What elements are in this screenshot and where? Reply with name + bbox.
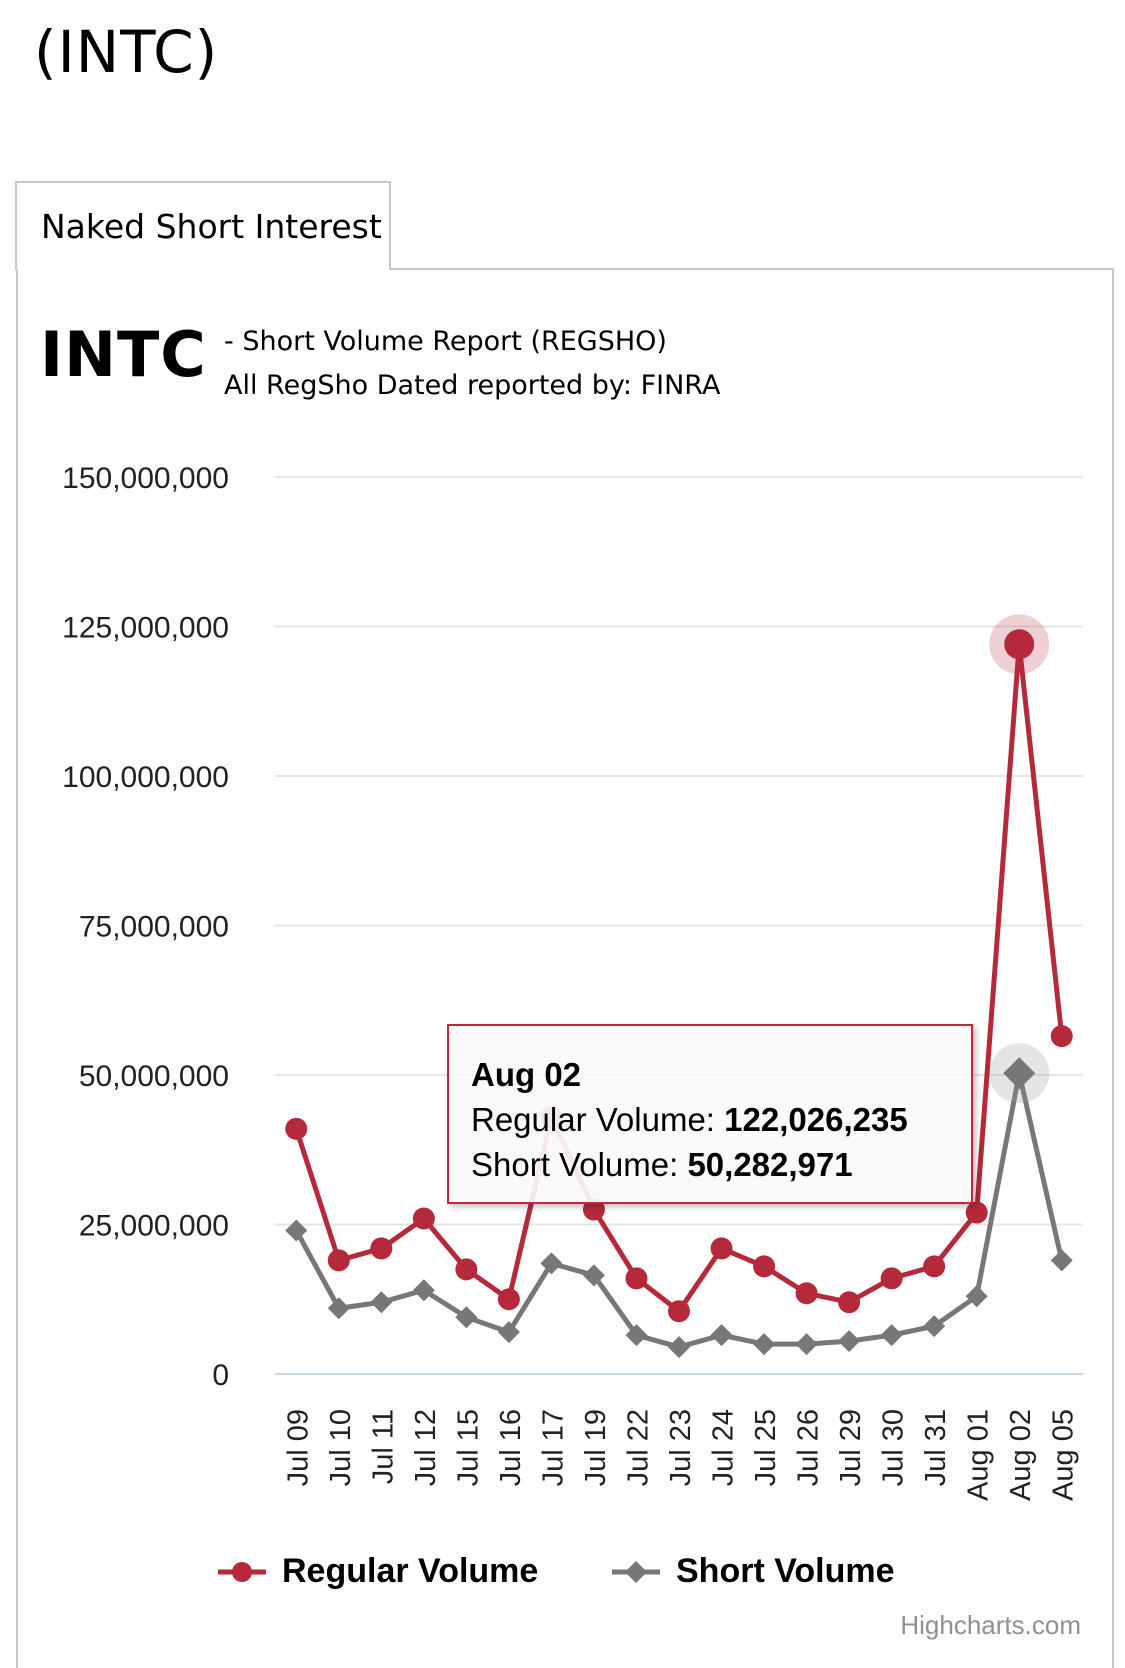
point-regular-volume [795, 1282, 818, 1305]
tab-label: Naked Short Interest [41, 207, 382, 246]
point-short-volume [370, 1291, 393, 1314]
point-short-volume [668, 1336, 690, 1359]
y-tick-label: 125,000,000 [62, 612, 229, 645]
point-regular-volume [327, 1249, 350, 1272]
x-tick-label: Aug 02 [1005, 1409, 1037, 1501]
point-short-volume [625, 1324, 648, 1347]
y-tick-label: 75,000,000 [79, 911, 229, 944]
point-short-volume [327, 1297, 350, 1320]
tooltip-regular-label: Regular Volume: [471, 1101, 715, 1138]
tooltip-date: Aug 02 [471, 1056, 582, 1093]
legend-short-marker-icon [612, 1560, 660, 1583]
page-title: (INTC) [34, 18, 219, 86]
point-short-volume [540, 1252, 563, 1275]
point-short-volume [710, 1324, 733, 1347]
ticker-symbol: INTC [40, 318, 207, 391]
point-short-volume [923, 1315, 946, 1338]
x-tick-label: Jul 09 [282, 1409, 314, 1486]
report-source: All RegSho Dated reported by: FINRA [224, 370, 721, 401]
chart-panel [16, 268, 1114, 1668]
point-short-volume [582, 1264, 605, 1287]
point-short-volume [880, 1324, 903, 1347]
tab-naked-short-interest[interactable]: Naked Short Interest [15, 181, 391, 270]
point-regular-volume [710, 1237, 733, 1260]
point-regular-volume [838, 1291, 861, 1314]
x-tick-label: Aug 01 [963, 1409, 995, 1501]
point-regular-volume [412, 1207, 435, 1230]
point-short-volume [965, 1285, 988, 1308]
chart-tooltip: Aug 02 Regular Volume: 122,026,235 Short… [447, 1024, 973, 1204]
point-short-volume [838, 1330, 861, 1353]
point-regular-volume [753, 1255, 776, 1278]
point-short-volume [412, 1279, 435, 1302]
point-short-volume [1050, 1249, 1073, 1272]
x-tick-label: Aug 05 [1048, 1409, 1080, 1501]
x-tick-label: Jul 15 [452, 1409, 484, 1486]
y-tick-label: 0 [212, 1359, 229, 1392]
y-tick-label: 50,000,000 [79, 1060, 229, 1093]
point-short-volume [1003, 1057, 1036, 1090]
point-regular-volume [668, 1300, 690, 1323]
point-regular-volume [625, 1267, 648, 1290]
tooltip-regular-row: Regular Volume: 122,026,235 [471, 1097, 949, 1142]
point-short-volume [795, 1333, 818, 1356]
point-short-volume [753, 1333, 776, 1356]
point-regular-volume [965, 1201, 988, 1224]
x-tick-label: Jul 17 [537, 1409, 569, 1486]
x-tick-label: Jul 12 [410, 1409, 442, 1486]
x-tick-label: Jul 19 [580, 1409, 612, 1486]
legend-item-regular-volume[interactable]: Regular Volume [216, 1552, 538, 1591]
y-tick-label: 100,000,000 [62, 761, 229, 794]
point-short-volume [455, 1306, 478, 1329]
point-regular-volume [923, 1255, 946, 1278]
x-tick-label: Jul 22 [622, 1409, 654, 1486]
point-regular-volume [1004, 629, 1035, 660]
point-regular-volume [455, 1258, 478, 1281]
x-tick-label: Jul 26 [793, 1409, 825, 1486]
point-regular-volume [285, 1117, 308, 1140]
legend-label-regular: Regular Volume [282, 1552, 539, 1590]
x-tick-label: Jul 29 [835, 1409, 867, 1486]
series-line-regular-volume [293, 641, 1065, 1314]
point-regular-volume [497, 1288, 520, 1311]
tooltip-short-label: Short Volume: [471, 1146, 679, 1183]
y-tick-label: 25,000,000 [79, 1210, 229, 1243]
y-tick-label: 150,000,000 [62, 462, 229, 495]
x-tick-label: Jul 24 [708, 1409, 740, 1486]
tooltip-short-value: 50,282,971 [687, 1146, 853, 1183]
point-short-volume [497, 1321, 520, 1344]
tooltip-short-row: Short Volume: 50,282,971 [471, 1142, 949, 1187]
point-regular-volume [582, 1198, 605, 1221]
x-tick-label: Jul 25 [750, 1409, 782, 1486]
legend-regular-marker-icon [218, 1561, 266, 1582]
point-regular-volume [370, 1237, 393, 1260]
point-short-volume [285, 1219, 308, 1242]
legend-label-short: Short Volume [676, 1552, 895, 1590]
x-tick-label: Jul 30 [878, 1409, 910, 1486]
point-regular-volume [880, 1267, 903, 1290]
legend-item-short-volume[interactable]: Short Volume [610, 1552, 895, 1591]
x-tick-label: Jul 23 [665, 1409, 697, 1486]
credits-link[interactable]: Highcharts.com [900, 1610, 1081, 1640]
x-tick-label: Jul 16 [495, 1409, 527, 1486]
x-tick-label: Jul 11 [367, 1409, 399, 1484]
x-tick-label: Jul 10 [325, 1409, 357, 1486]
point-regular-volume [1050, 1025, 1073, 1048]
x-tick-label: Jul 31 [920, 1409, 952, 1486]
tooltip-regular-value: 122,026,235 [724, 1101, 908, 1138]
report-subtitle: - Short Volume Report (REGSHO) [224, 326, 667, 357]
